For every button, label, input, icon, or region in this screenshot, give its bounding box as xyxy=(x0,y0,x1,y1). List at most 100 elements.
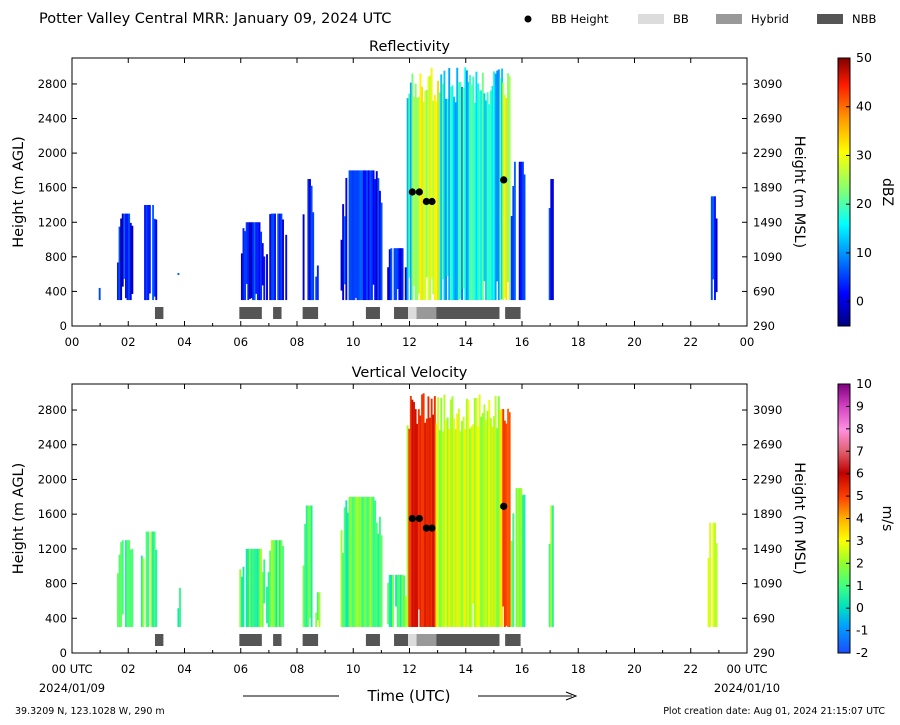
x-tick-label: 08 xyxy=(290,335,305,349)
colorbar-tick-label: 10 xyxy=(856,245,872,260)
x-tick-label: 00 UTC xyxy=(51,662,92,676)
y2-tick-label: 2290 xyxy=(753,472,782,486)
panel-title: Reflectivity xyxy=(369,39,450,55)
echo-span xyxy=(302,179,315,301)
reflectivity-panel: Reflectivity0400800120016002000240028002… xyxy=(11,39,895,349)
colorbar-tick-label: -1 xyxy=(856,623,868,638)
bb-segment-bb xyxy=(408,307,417,319)
y2-tick-label: 690 xyxy=(753,284,775,298)
bb-height-point xyxy=(415,188,423,196)
legend-label-hybrid: Hybrid xyxy=(751,12,789,26)
echo-span xyxy=(266,540,284,627)
y-tick-label: 800 xyxy=(45,250,67,264)
x-tick-label: 12 xyxy=(402,662,417,676)
x-tick-label: 16 xyxy=(515,335,530,349)
bb-segment-nbb xyxy=(154,307,164,319)
echo-span xyxy=(502,73,511,301)
y-tick-label: 0 xyxy=(60,646,67,660)
bb-segment-nbb xyxy=(239,307,262,319)
echo-span xyxy=(240,222,266,301)
colorbar-label: dBZ xyxy=(879,178,895,206)
y-tick-label: 2400 xyxy=(38,112,67,126)
y2-tick-label: 1090 xyxy=(753,577,782,591)
bb-segment-bb xyxy=(408,634,417,646)
legend: BB Height BB Hybrid NBB xyxy=(524,12,876,26)
x-tick-label: 10 xyxy=(346,335,361,349)
echo-span xyxy=(177,587,181,627)
echo-span xyxy=(239,548,266,627)
bb-height-point xyxy=(408,514,416,523)
bb-segment-nbb xyxy=(505,634,521,646)
y-tick-label: 0 xyxy=(60,319,67,333)
colorbar-tick-label: 0 xyxy=(856,600,864,615)
bb-height-point xyxy=(415,514,423,523)
bb-segment-hybrid xyxy=(416,634,437,646)
bb-segment-nbb xyxy=(239,634,262,646)
x-tick-label: 04 xyxy=(177,662,192,676)
echo-span xyxy=(340,496,383,627)
y-tick-label: 800 xyxy=(45,577,67,591)
legend-swatch-nbb xyxy=(817,14,843,24)
y2-tick-label: 690 xyxy=(753,611,775,625)
x-tick-label: 04 xyxy=(177,335,192,349)
y2-tick-label: 1890 xyxy=(753,507,782,521)
x-tick-label: 00 xyxy=(740,335,755,349)
x-tick-label: 20 xyxy=(627,335,642,349)
bb-segment-nbb xyxy=(273,307,282,319)
bb-segment-nbb xyxy=(365,307,380,319)
x-tick-label: 22 xyxy=(683,335,698,349)
y2-tick-label: 3090 xyxy=(753,403,782,417)
x-tick-label: 06 xyxy=(233,662,248,676)
y2-axis-label: Height (m MSL) xyxy=(791,462,807,574)
bb-height-point xyxy=(428,197,436,206)
y-tick-label: 2000 xyxy=(38,146,67,160)
echo-span xyxy=(387,574,407,627)
bb-height-point xyxy=(500,502,508,510)
echo-span xyxy=(406,67,503,301)
footer-created: Plot creation date: Aug 01, 2024 21:15:0… xyxy=(663,706,885,717)
colorbar-tick-label: 3 xyxy=(856,533,864,548)
colorbar-tick-label: 1 xyxy=(856,578,864,593)
y-tick-label: 1200 xyxy=(38,542,67,556)
echo-span xyxy=(177,272,180,276)
echo-span xyxy=(707,522,718,627)
echo-span xyxy=(117,540,134,627)
y2-tick-label: 2290 xyxy=(753,146,782,160)
bb-segment-nbb xyxy=(273,634,282,646)
figure-title: Potter Valley Central MRR: January 09, 2… xyxy=(39,11,391,27)
echo-span xyxy=(140,531,158,627)
colorbar-tick-label: 30 xyxy=(856,147,872,162)
x-end-date: 2024/01/10 xyxy=(714,681,780,695)
x-tick-label: 12 xyxy=(402,335,417,349)
bb-segment-nbb xyxy=(394,634,409,646)
y-tick-label: 400 xyxy=(45,611,67,625)
bb-height-point xyxy=(428,524,436,532)
echo-span xyxy=(710,196,718,301)
echo-span xyxy=(98,287,101,301)
colorbar-tick-label: 5 xyxy=(856,488,864,503)
panel-title: Vertical Velocity xyxy=(352,365,468,381)
bb-height-point xyxy=(422,197,430,206)
colorbar-tick-label: 7 xyxy=(856,443,864,458)
colorbar-tick-label: 6 xyxy=(856,466,864,481)
colorbar-tick-label: 4 xyxy=(856,511,864,526)
bb-segment-nbb xyxy=(436,634,500,646)
echo-span xyxy=(406,393,503,627)
x-tick-label: 02 xyxy=(121,662,136,676)
y2-tick-label: 1490 xyxy=(753,215,782,229)
colorbar-tick-label: 20 xyxy=(856,196,872,211)
y2-axis-label: Height (m MSL) xyxy=(791,136,807,248)
bb-segment-nbb xyxy=(302,634,319,646)
colorbar-tick-label: 8 xyxy=(856,421,864,436)
x-tick-label: 08 xyxy=(290,662,305,676)
bb-height-points xyxy=(408,502,508,532)
bb-segment-nbb xyxy=(436,307,500,319)
x-tick-label: 18 xyxy=(571,662,586,676)
bb-segment-nbb xyxy=(365,634,380,646)
echo-span xyxy=(510,161,526,301)
x-tick-label: 10 xyxy=(346,662,361,676)
footer-location: 39.3209 N, 123.1028 W, 290 m xyxy=(15,706,165,717)
y2-tick-label: 3090 xyxy=(753,77,782,91)
x-tick-label: 18 xyxy=(571,335,586,349)
colorbar-tick-label: -2 xyxy=(856,645,868,660)
